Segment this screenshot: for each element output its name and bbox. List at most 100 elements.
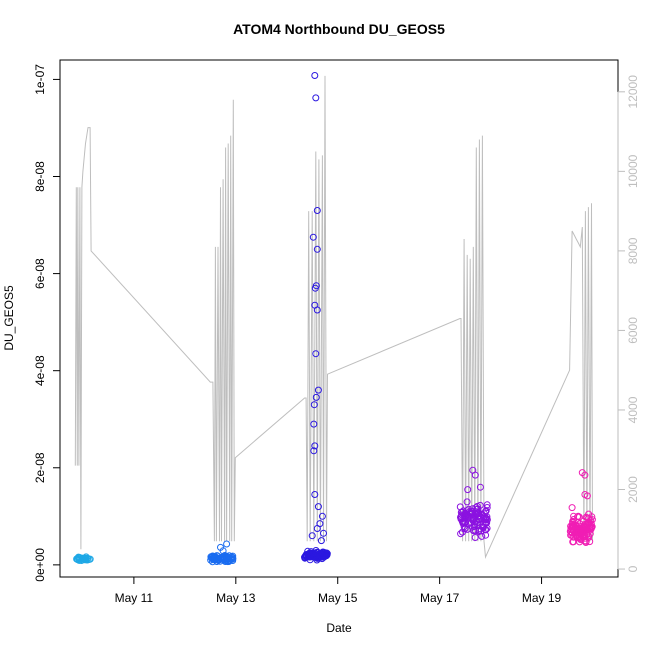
data-point bbox=[309, 233, 317, 241]
data-point bbox=[73, 555, 81, 563]
y2-tick-label: 0 bbox=[626, 565, 640, 572]
y2-tick-label: 8000 bbox=[626, 237, 640, 264]
data-point bbox=[463, 498, 471, 506]
data-point bbox=[466, 519, 474, 527]
data-point bbox=[483, 524, 491, 532]
y-axis-left: 0e+00 2e-08 4e-08 6e-08 8e-08 1e-07 bbox=[33, 64, 61, 582]
data-point bbox=[312, 94, 320, 102]
data-point bbox=[316, 553, 324, 561]
data-point bbox=[318, 551, 326, 559]
data-point bbox=[573, 534, 581, 542]
x-axis-label: Date bbox=[326, 621, 352, 635]
y2-tick-label: 6000 bbox=[626, 317, 640, 344]
y-tick-label: 6e-08 bbox=[33, 258, 47, 289]
data-point bbox=[320, 529, 327, 537]
data-point bbox=[458, 528, 466, 536]
dust-series bbox=[456, 466, 491, 541]
dust-series bbox=[73, 553, 94, 564]
data-point bbox=[82, 553, 90, 561]
data-point bbox=[568, 504, 576, 512]
data-point bbox=[570, 512, 578, 520]
y-tick-label: 0e+00 bbox=[33, 548, 47, 582]
data-point bbox=[471, 471, 479, 479]
data-point bbox=[210, 555, 218, 563]
dust-series bbox=[566, 469, 596, 546]
data-point bbox=[576, 527, 583, 535]
dust-points bbox=[73, 72, 596, 566]
data-point bbox=[313, 306, 321, 314]
data-point bbox=[311, 553, 319, 561]
x-tick-label: May 17 bbox=[420, 591, 460, 605]
dust-series bbox=[301, 72, 331, 564]
data-point bbox=[582, 537, 590, 545]
data-point bbox=[587, 516, 595, 524]
data-point bbox=[310, 447, 318, 455]
data-point bbox=[311, 491, 319, 498]
data-point bbox=[479, 524, 487, 531]
data-point bbox=[461, 513, 469, 521]
y-tick-label: 4e-08 bbox=[33, 355, 47, 386]
data-point bbox=[223, 540, 231, 548]
y-axis-right: 0 2000 4000 6000 8000 10000 12000 bbox=[617, 75, 640, 572]
data-point bbox=[312, 282, 320, 290]
data-point bbox=[314, 386, 322, 394]
data-point bbox=[311, 549, 318, 557]
y2-tick-label: 2000 bbox=[626, 476, 640, 503]
data-point bbox=[313, 525, 321, 532]
chart-title: ATOM4 Northbound DU_GEOS5 bbox=[233, 21, 445, 37]
altitude-line bbox=[74, 75, 593, 560]
data-point bbox=[570, 538, 577, 546]
data-point bbox=[476, 501, 484, 509]
data-point bbox=[470, 526, 478, 534]
data-point bbox=[577, 532, 585, 540]
y-tick-label: 1e-07 bbox=[33, 64, 47, 95]
data-point bbox=[318, 512, 326, 520]
data-point bbox=[225, 552, 233, 560]
data-point bbox=[464, 486, 472, 494]
data-point bbox=[301, 554, 309, 562]
data-point bbox=[312, 350, 320, 358]
data-point bbox=[311, 72, 319, 79]
data-point bbox=[78, 557, 85, 564]
data-point bbox=[457, 530, 465, 538]
data-point bbox=[308, 532, 316, 540]
data-point bbox=[584, 519, 592, 527]
data-point bbox=[219, 547, 227, 555]
plot-frame bbox=[59, 59, 619, 578]
y2-tick-label: 12000 bbox=[626, 75, 640, 109]
y2-tick-label: 4000 bbox=[626, 396, 640, 423]
data-point bbox=[317, 537, 325, 545]
data-point bbox=[583, 492, 591, 500]
data-point bbox=[310, 401, 318, 409]
y2-tick-label: 10000 bbox=[626, 154, 640, 188]
data-point bbox=[582, 521, 590, 529]
y-tick-label: 2e-08 bbox=[33, 452, 47, 483]
data-point bbox=[313, 207, 321, 214]
x-tick-label: May 19 bbox=[522, 591, 562, 605]
data-point bbox=[310, 420, 318, 428]
data-point bbox=[305, 552, 313, 560]
x-tick-label: May 11 bbox=[115, 591, 154, 605]
y-tick-label: 8e-08 bbox=[33, 161, 47, 192]
data-point bbox=[576, 520, 584, 528]
x-axis: May 11 May 13 May 15 May 17 May 19 bbox=[115, 576, 562, 605]
data-point bbox=[585, 510, 593, 518]
altitude-series bbox=[74, 75, 593, 560]
data-point bbox=[312, 393, 320, 401]
data-point bbox=[581, 471, 589, 479]
y-axis-label: DU_GEOS5 bbox=[2, 285, 16, 351]
data-point bbox=[476, 483, 484, 491]
data-point bbox=[566, 527, 574, 535]
data-point bbox=[471, 534, 479, 541]
data-point bbox=[477, 527, 485, 535]
data-point bbox=[587, 526, 594, 534]
data-point bbox=[478, 532, 486, 540]
data-point bbox=[465, 505, 473, 513]
data-point bbox=[574, 512, 582, 520]
x-tick-label: May 15 bbox=[318, 591, 358, 605]
data-point bbox=[482, 508, 489, 515]
data-point bbox=[483, 501, 491, 509]
data-point bbox=[569, 522, 577, 530]
data-point bbox=[473, 519, 481, 526]
